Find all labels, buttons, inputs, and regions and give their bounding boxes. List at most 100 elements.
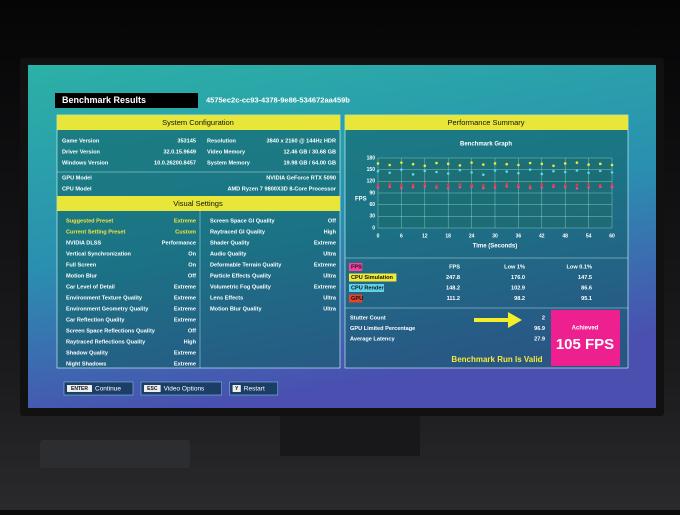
label: Particle Effects Quality [210, 273, 272, 279]
data-point [552, 169, 555, 173]
data-point [411, 185, 415, 189]
table-cell: 247.8 [446, 275, 460, 281]
label: Car Reflection Quality [66, 317, 125, 323]
data-point [446, 187, 450, 190]
label: Ultra [323, 273, 337, 279]
label: 10.0.26200.8457 [154, 160, 196, 166]
y-tick-label: 120 [367, 179, 376, 185]
button-label: Video Options [164, 386, 205, 393]
table-cell: 95.1 [581, 296, 592, 302]
y-tick-label: 150 [367, 167, 376, 173]
key-label: ENTER [71, 386, 88, 392]
footer-button[interactable] [140, 381, 222, 396]
data-point [599, 183, 602, 187]
label: 32.0.15.9649 [163, 149, 196, 155]
data-point [563, 170, 567, 174]
label: Raytraced Reflections Quality [66, 339, 146, 345]
data-point [470, 171, 473, 174]
data-point [411, 173, 415, 176]
data-point [482, 163, 485, 166]
data-point [482, 184, 485, 187]
label: Environment Texture Quality [66, 295, 143, 301]
label: CPU Model [62, 186, 92, 192]
legend-entry: GPU [351, 296, 363, 302]
y-tick-label: 60 [369, 202, 375, 208]
label: System Memory [207, 160, 251, 166]
label: AMD Ryzen 7 9800X3D 8-Core Processor [227, 186, 336, 192]
data-point [423, 169, 427, 173]
label: Windows Version [62, 160, 109, 166]
data-point [505, 170, 509, 173]
label: Shadow Quality [66, 350, 109, 356]
label: 19.98 GB / 64.00 GB [283, 160, 336, 166]
data-point [411, 162, 415, 166]
label: 3840 x 2160 @ 144Hz HDR [266, 138, 336, 144]
x-tick-label: 0 [377, 233, 380, 239]
label: Extreme [174, 361, 196, 367]
footer-button[interactable] [229, 381, 279, 396]
table-cell: 147.5 [578, 275, 592, 281]
data-point [493, 183, 497, 187]
data-point [376, 169, 380, 173]
data-point [458, 183, 462, 186]
column-header: Low 1% [504, 264, 525, 270]
data-point [528, 186, 532, 190]
data-point [563, 162, 567, 165]
label: Extreme [314, 262, 336, 268]
label: Full Screen [66, 262, 97, 268]
label: 96.9 [534, 326, 545, 332]
data-point [610, 163, 614, 167]
data-point [411, 183, 415, 187]
label: Video Memory [207, 149, 246, 155]
data-point [400, 186, 403, 190]
label: Motion Blur Quality [210, 306, 262, 312]
data-point [552, 183, 555, 187]
legend-tag [349, 284, 384, 292]
data-point [470, 185, 473, 189]
label: GPU Model [62, 175, 92, 181]
data-point [493, 186, 497, 189]
label: Raytraced GI Quality [210, 229, 266, 235]
label: Ultra [323, 251, 337, 257]
label: 12.46 GB / 30.68 GB [283, 149, 336, 155]
label: Current Setting Preset [66, 229, 126, 235]
data-point [610, 183, 614, 187]
data-point [540, 172, 544, 176]
label: 27.9 [534, 336, 545, 342]
label: Off [188, 273, 196, 279]
x-tick-label: 36 [516, 233, 522, 239]
data-point [376, 183, 380, 187]
label: Resolution [207, 138, 236, 144]
data-point [470, 183, 473, 187]
label: Vertical Synchronization [66, 251, 132, 257]
label: 2 [542, 315, 545, 321]
label: Suggested Preset [66, 218, 113, 224]
section-title: System Configuration [162, 118, 234, 127]
label: Extreme [314, 284, 336, 290]
data-point [505, 162, 509, 166]
achieved-box [551, 310, 620, 366]
data-point [388, 183, 392, 186]
section-header [57, 115, 340, 130]
label: Extreme [174, 350, 196, 356]
label: Audio Quality [210, 251, 247, 257]
label: NVIDIA GeForce RTX 5090 [266, 175, 336, 181]
key-cap [144, 385, 161, 392]
data-point [458, 164, 462, 167]
title-box [55, 93, 198, 108]
left-panel [56, 114, 341, 369]
section-title: Performance Summary [447, 118, 524, 127]
data-point [528, 161, 532, 165]
x-tick-label: 54 [586, 233, 592, 239]
key-cap [67, 385, 92, 392]
data-point [587, 183, 590, 186]
label: Game Version [62, 138, 100, 144]
section-header [57, 196, 340, 211]
label: Driver Version [62, 149, 101, 155]
data-point [587, 186, 590, 189]
label: Environment Geometry Quality [66, 306, 149, 312]
legend-entry: CPU Render [351, 285, 384, 291]
table-cell: 98.2 [514, 296, 525, 302]
achieved-value: 105 FPS [556, 336, 614, 353]
label: Extreme [174, 295, 196, 301]
